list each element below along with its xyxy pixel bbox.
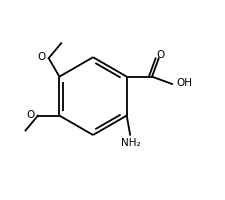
Text: O: O [38,52,46,62]
Text: OH: OH [176,78,192,88]
Text: O: O [27,110,35,120]
Text: NH₂: NH₂ [121,138,141,148]
Text: O: O [156,50,165,60]
